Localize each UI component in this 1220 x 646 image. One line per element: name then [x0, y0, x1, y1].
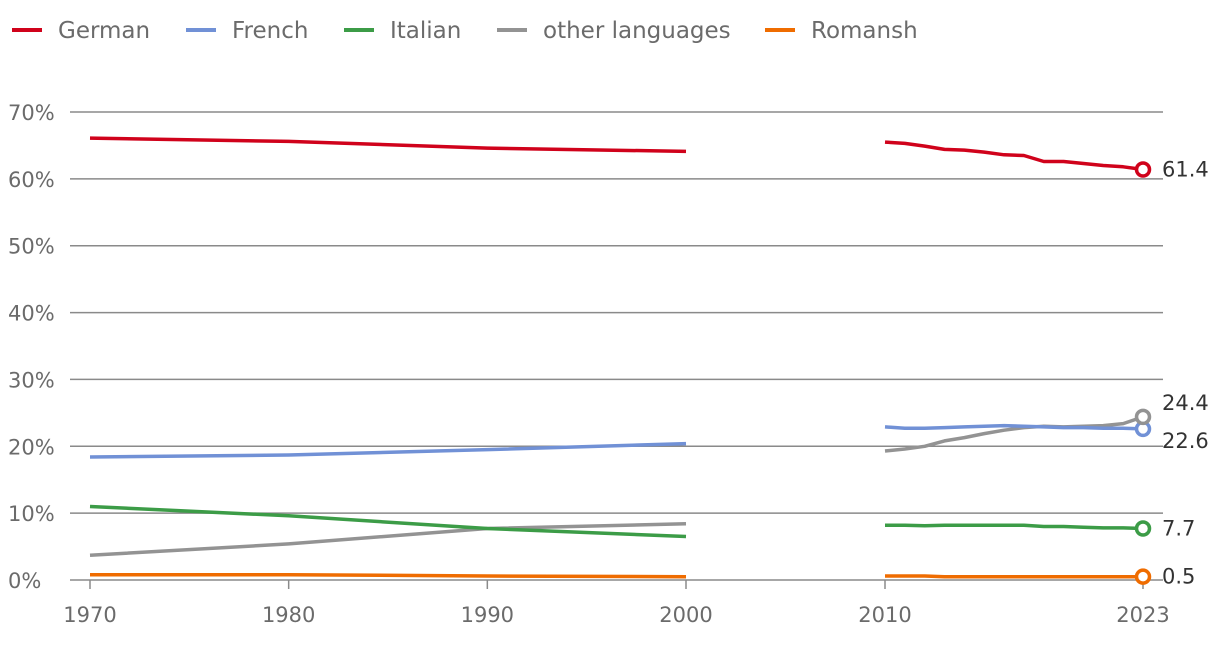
y-tick-label: 50% — [8, 235, 55, 259]
series-other-languages — [89, 415, 1144, 558]
y-tick-label: 10% — [8, 502, 55, 526]
series-french — [89, 423, 1144, 459]
series-line-other-languages-segment-2 — [884, 415, 1144, 453]
legend-item-italian: Italian — [344, 18, 461, 44]
x-tick-label: 2023 — [1116, 603, 1169, 627]
series-line-other-languages-segment-1 — [89, 522, 687, 558]
legend-item-other-languages: other languages — [497, 18, 731, 44]
x-tick-label: 2000 — [659, 603, 712, 627]
series-line-german-segment-1 — [89, 136, 687, 154]
end-label-other-languages: 24.4 — [1162, 391, 1209, 415]
y-axis: 0% 10% 20% 30% 40% 50% 60% 70% — [8, 101, 55, 593]
x-tick-label: 2010 — [858, 603, 911, 627]
series-line-romansh-segment-1 — [90, 572, 687, 579]
y-tick-label: 30% — [8, 368, 55, 392]
x-axis: 1970 1980 1990 2000 2010 2023 — [63, 580, 1170, 627]
legend-label: German — [58, 18, 150, 44]
series-line-german-segment-2 — [884, 140, 1144, 172]
end-markers: 61.4 22.6 7.7 24.4 0.5 — [1134, 157, 1209, 589]
legend-label: Italian — [390, 18, 461, 44]
end-marker-german — [1134, 161, 1152, 178]
gridlines — [70, 111, 1163, 581]
series-line-italian-segment-2 — [885, 523, 1144, 531]
series-line-italian-segment-1 — [89, 504, 687, 539]
series-italian — [89, 504, 1144, 539]
series-line-french-segment-2 — [884, 423, 1144, 431]
legend-item-german: German — [12, 18, 150, 44]
series-line-french-segment-1 — [89, 441, 687, 459]
end-label-italian: 7.7 — [1162, 517, 1195, 541]
series-lines — [89, 136, 1144, 579]
y-tick-label: 20% — [8, 435, 55, 459]
y-tick-label: 40% — [8, 302, 55, 326]
x-tick-label: 1990 — [461, 603, 514, 627]
y-tick-label: 70% — [8, 101, 55, 125]
end-label-romansh: 0.5 — [1162, 565, 1195, 589]
x-tick-label: 1970 — [63, 603, 116, 627]
series-line-romansh-segment-2 — [885, 574, 1143, 579]
legend-label: Romansh — [811, 18, 918, 44]
end-marker-italian — [1134, 520, 1152, 537]
end-label-french: 22.6 — [1162, 429, 1209, 453]
legend-label: French — [232, 18, 308, 44]
series-romansh — [90, 572, 1143, 579]
y-tick-label: 0% — [8, 569, 41, 593]
end-label-german: 61.4 — [1162, 157, 1209, 181]
legend-item-romansh: Romansh — [765, 18, 918, 44]
series-german — [89, 136, 1144, 172]
end-marker-other-languages — [1134, 408, 1152, 426]
legend-item-french: French — [186, 18, 308, 44]
legend: German French Italian other languages Romans… — [12, 18, 918, 44]
legend-label: other languages — [543, 18, 731, 44]
end-marker-romansh — [1134, 568, 1152, 585]
y-tick-label: 60% — [8, 168, 55, 192]
x-tick-label: 1980 — [262, 603, 315, 627]
